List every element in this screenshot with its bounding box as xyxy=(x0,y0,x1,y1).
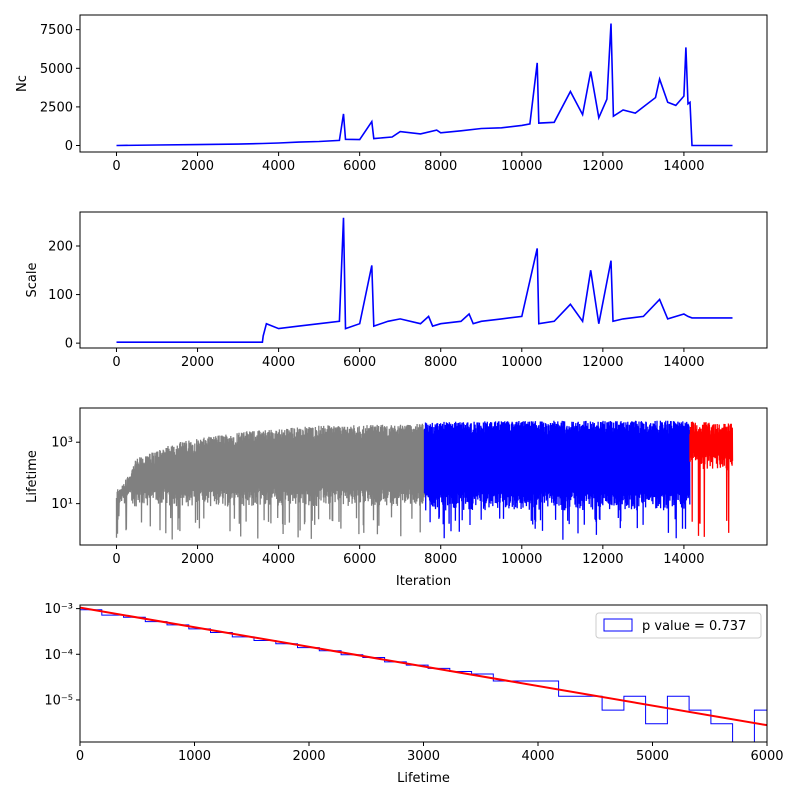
x-tick-label: 12000 xyxy=(582,355,623,370)
series-line-1 xyxy=(116,23,733,147)
x-tick-label: 4000 xyxy=(521,749,554,764)
y-tick-label: 200 xyxy=(48,240,73,255)
x-tick-label: 8000 xyxy=(424,159,457,174)
x-tick-label: 6000 xyxy=(343,355,376,370)
series-line-2 xyxy=(423,420,691,540)
y-tick-label: 10⁻⁴ xyxy=(44,648,73,663)
y-tick-label: 10¹ xyxy=(51,497,73,512)
panel-4: 0 1000 2000 3000 4000 5000 6000 10⁻³ 10⁻⁴ 10⁻⁵ Lif… xyxy=(44,602,783,786)
y-tick-label: 5000 xyxy=(40,62,73,77)
x-axis-label: Lifetime xyxy=(397,771,450,786)
y-tick-label: 10³ xyxy=(51,436,73,451)
x-tick-label: 8000 xyxy=(424,355,457,370)
plot-area xyxy=(116,217,733,344)
y-tick-label: 7500 xyxy=(40,23,73,38)
x-tick-label: 0 xyxy=(112,159,120,174)
x-tick-label: 3000 xyxy=(407,749,440,764)
fit-line xyxy=(80,606,767,727)
axes-frame xyxy=(79,14,768,153)
y-axis-label: Scale xyxy=(25,263,40,298)
series-line-1 xyxy=(116,217,733,344)
x-tick-label: 14000 xyxy=(663,355,704,370)
x-tick-label: 0 xyxy=(76,749,84,764)
x-tick-label: 4000 xyxy=(262,355,295,370)
x-tick-label: 4000 xyxy=(262,552,295,567)
legend-label: p value = 0.737 xyxy=(642,619,746,634)
x-tick-label: 5000 xyxy=(636,749,669,764)
plot-area xyxy=(115,420,734,540)
y-tick-label: 10⁻⁵ xyxy=(44,693,73,708)
panel-3: 0 2000 4000 6000 8000 10000 12000 14000 10¹ 10³ Li… xyxy=(25,407,768,589)
x-tick-label: 14000 xyxy=(663,159,704,174)
y-tick-label: 2500 xyxy=(40,100,73,115)
plot-area xyxy=(80,606,767,742)
x-tick-label: 1000 xyxy=(178,749,211,764)
panel-2: 0 2000 4000 6000 8000 10000 12000 14000 0 100 200 S… xyxy=(25,211,768,370)
legend: p value = 0.737 xyxy=(595,612,762,639)
x-tick-label: 6000 xyxy=(343,159,376,174)
y-tick-label: 10⁻³ xyxy=(44,602,73,617)
x-tick-label: 14000 xyxy=(663,552,704,567)
x-tick-label: 2000 xyxy=(181,355,214,370)
y-axis-label: Lifetime xyxy=(25,450,40,503)
y-tick-label: 0 xyxy=(65,337,73,352)
x-axis-label: Iteration xyxy=(396,574,451,589)
x-tick-label: 10000 xyxy=(501,355,542,370)
plot-area xyxy=(116,23,733,147)
series-line-1 xyxy=(115,423,426,540)
x-tick-label: 10000 xyxy=(501,552,542,567)
x-tick-label: 0 xyxy=(112,355,120,370)
panel-1: 0 2000 4000 6000 8000 10000 12000 14000 0 2500 500… xyxy=(15,14,768,174)
axes-frame xyxy=(79,211,768,349)
legend-swatch xyxy=(603,618,633,632)
legend-box xyxy=(595,612,762,639)
x-tick-label: 4000 xyxy=(262,159,295,174)
x-tick-label: 12000 xyxy=(582,552,623,567)
series-line-3 xyxy=(689,421,734,537)
axes-frame xyxy=(79,407,768,546)
x-tick-label: 6000 xyxy=(343,552,376,567)
y-axis-label: Nc xyxy=(15,75,30,92)
x-tick-label: 2000 xyxy=(181,552,214,567)
x-tick-label: 10000 xyxy=(501,159,542,174)
x-tick-label: 0 xyxy=(112,552,120,567)
x-tick-label: 2000 xyxy=(292,749,325,764)
x-tick-label: 8000 xyxy=(424,552,457,567)
y-tick-label: 100 xyxy=(48,288,73,303)
x-tick-label: 2000 xyxy=(181,159,214,174)
y-tick-label: 0 xyxy=(65,139,73,154)
x-tick-label: 6000 xyxy=(750,749,783,764)
x-tick-label: 12000 xyxy=(582,159,623,174)
